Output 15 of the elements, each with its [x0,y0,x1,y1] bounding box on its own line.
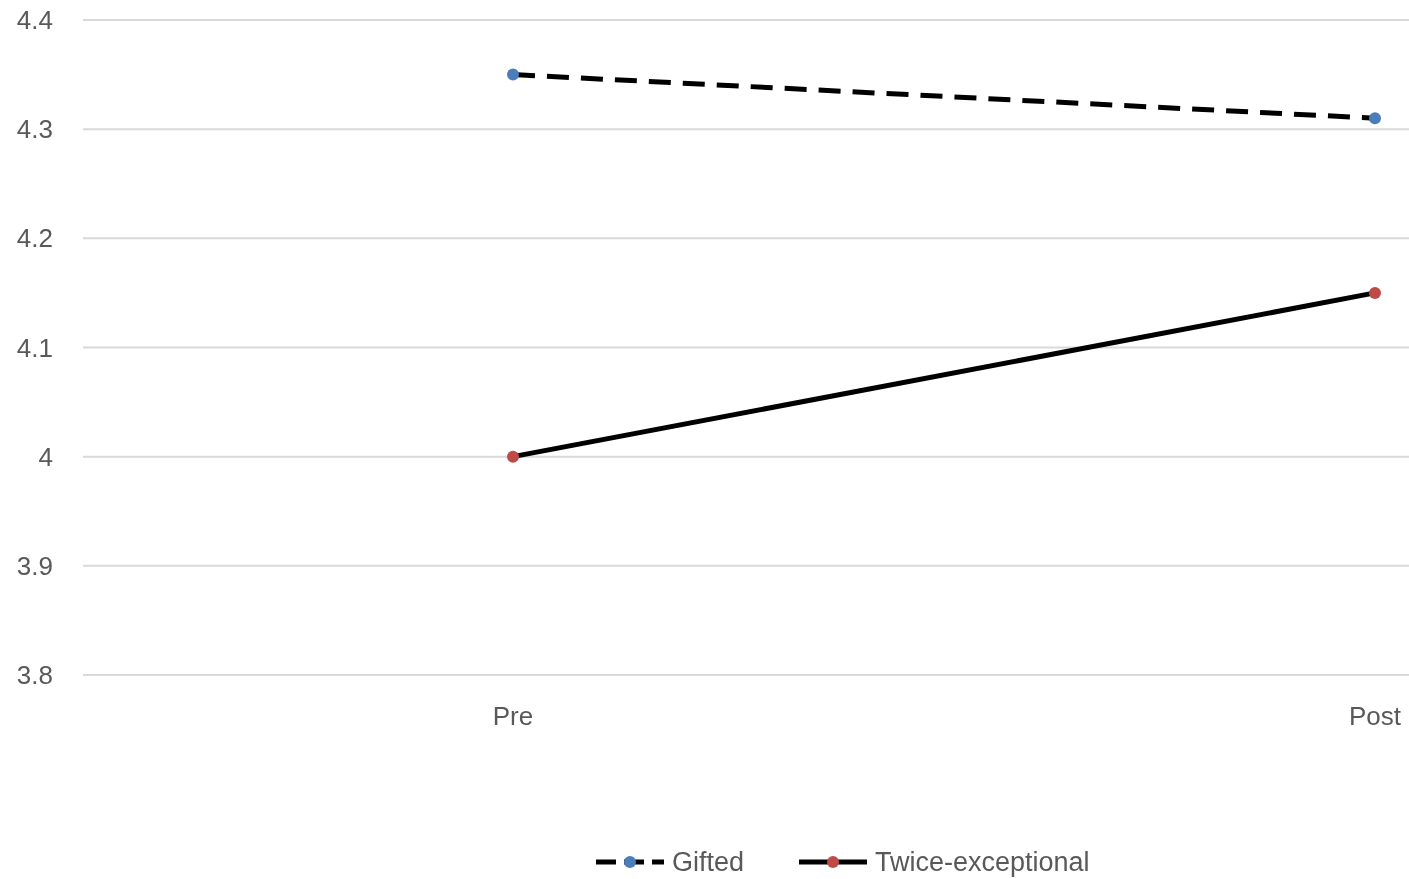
point [1369,112,1381,125]
x-tick-label: Pre [492,701,534,731]
point [507,68,519,81]
x-tick-label: Post [1348,701,1402,731]
y-tick-label: 4.4 [16,5,53,35]
y-tick-label: 3.9 [16,550,53,581]
legend-label: Gifted [672,847,745,877]
point [507,450,519,463]
y-tick-label: 4.1 [16,332,53,363]
y-tick-label: 4 [38,441,53,472]
point [1369,286,1381,299]
y-tick-label: 3.8 [16,660,53,690]
y-tick-label: 4.3 [16,114,53,145]
y-tick-label: 4.2 [16,223,53,254]
legend-label: Twice-exceptional [875,847,1090,877]
